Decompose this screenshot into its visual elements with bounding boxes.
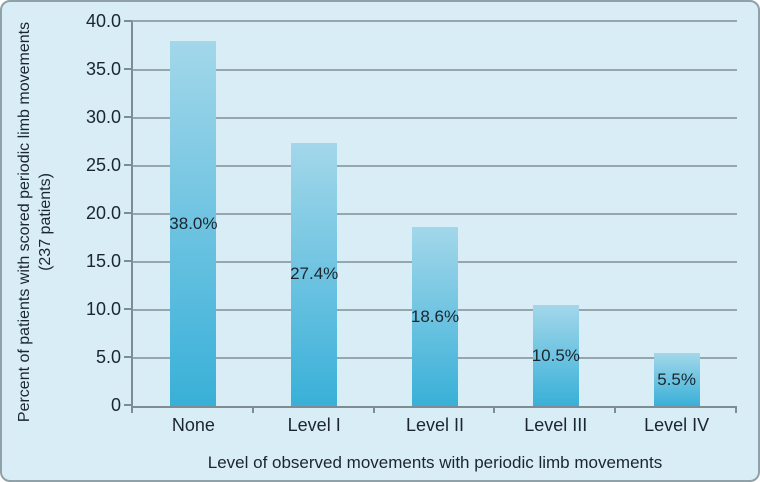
x-tick-mark <box>372 406 375 413</box>
y-tick-mark <box>124 404 132 406</box>
y-tick-mark <box>124 308 132 310</box>
y-tick-label: 30.0 <box>85 107 121 127</box>
y-tick-mark <box>124 20 132 22</box>
bar <box>653 353 700 406</box>
bar-value-label: 5.5% <box>657 369 696 389</box>
bar <box>170 41 217 406</box>
x-axis-title: Level of observed movements with periodi… <box>207 453 663 472</box>
gridline <box>133 213 737 215</box>
x-category-label: Level IV <box>644 415 710 435</box>
x-tick-mark <box>131 406 133 413</box>
x-category-label: None <box>171 415 215 435</box>
bar-value-label: 27.4% <box>290 264 339 284</box>
gridline <box>133 117 737 119</box>
y-tick-label: 10.0 <box>85 299 121 319</box>
bar <box>291 142 338 406</box>
y-tick-label: 20.0 <box>85 203 121 223</box>
y-tick-mark <box>124 116 132 118</box>
y-tick-mark <box>124 356 132 358</box>
y-tick-label: 35.0 <box>85 59 121 79</box>
y-tick-mark <box>124 212 132 214</box>
bar <box>412 227 458 406</box>
y-tick-label: 5.0 <box>95 347 121 367</box>
y-tick-mark <box>124 260 132 262</box>
bar <box>532 305 579 406</box>
y-tick-label: 25.0 <box>85 155 121 175</box>
y-tick-mark <box>124 68 132 70</box>
x-category-label: Level II <box>405 415 465 435</box>
y-tick-label: 40.0 <box>85 11 121 31</box>
y-tick-mark <box>124 164 132 166</box>
x-tick-mark <box>614 406 617 413</box>
bar-value-label: 18.6% <box>410 306 460 326</box>
gridline <box>133 69 737 71</box>
y-tick-label: 0 <box>110 395 121 415</box>
bar-value-label: 38.0% <box>169 213 218 233</box>
y-tick-label: 15.0 <box>85 251 121 271</box>
gridline <box>133 165 737 167</box>
plot-area: 38.0% 27.4% 18.6% 10.5% 5.5% <box>131 20 737 408</box>
bar-value-label: 10.5% <box>531 345 580 365</box>
x-category-label: Level III <box>524 415 588 435</box>
x-tick-mark <box>493 406 496 413</box>
x-tick-mark <box>251 406 254 413</box>
x-tick-mark <box>735 406 737 413</box>
x-category-label: Level I <box>287 415 341 435</box>
